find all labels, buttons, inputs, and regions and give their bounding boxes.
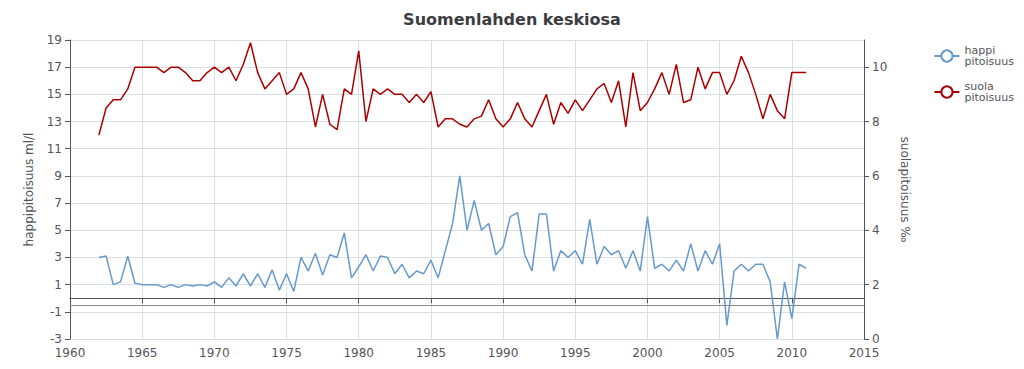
svg-text:15: 15 — [47, 87, 62, 101]
svg-text:17: 17 — [47, 60, 62, 74]
svg-text:7: 7 — [54, 196, 62, 210]
svg-text:pitoisuus: pitoisuus — [964, 91, 1014, 104]
svg-text:2: 2 — [872, 278, 880, 292]
svg-text:2015: 2015 — [849, 346, 880, 360]
svg-text:1985: 1985 — [416, 346, 447, 360]
svg-text:happi: happi — [964, 44, 996, 57]
svg-text:1975: 1975 — [271, 346, 302, 360]
svg-text:0: 0 — [872, 332, 880, 346]
svg-text:happipitoisuus ml/l: happipitoisuus ml/l — [22, 133, 36, 247]
svg-text:1960: 1960 — [55, 346, 86, 360]
svg-text:11: 11 — [47, 142, 62, 156]
svg-text:-1: -1 — [50, 305, 62, 319]
svg-text:-3: -3 — [50, 332, 62, 346]
svg-text:1965: 1965 — [127, 346, 158, 360]
svg-text:2005: 2005 — [704, 346, 735, 360]
svg-text:pitoisuus: pitoisuus — [964, 55, 1014, 68]
svg-text:2010: 2010 — [777, 346, 808, 360]
svg-text:3: 3 — [54, 250, 62, 264]
svg-text:Suomenlahden keskiosa: Suomenlahden keskiosa — [403, 10, 621, 29]
svg-text:suola: suola — [964, 80, 994, 93]
svg-text:2000: 2000 — [632, 346, 663, 360]
svg-text:1: 1 — [54, 278, 62, 292]
svg-text:suolapitoisuus ‰: suolapitoisuus ‰ — [898, 137, 912, 243]
svg-text:10: 10 — [872, 60, 887, 74]
svg-text:5: 5 — [54, 223, 62, 237]
svg-text:1980: 1980 — [343, 346, 374, 360]
svg-text:19: 19 — [47, 33, 62, 47]
svg-text:13: 13 — [47, 115, 62, 129]
svg-text:1995: 1995 — [560, 346, 591, 360]
svg-text:1970: 1970 — [199, 346, 230, 360]
svg-text:4: 4 — [872, 223, 880, 237]
svg-text:1990: 1990 — [488, 346, 519, 360]
svg-text:6: 6 — [872, 169, 880, 183]
svg-text:8: 8 — [872, 115, 880, 129]
svg-text:9: 9 — [54, 169, 62, 183]
